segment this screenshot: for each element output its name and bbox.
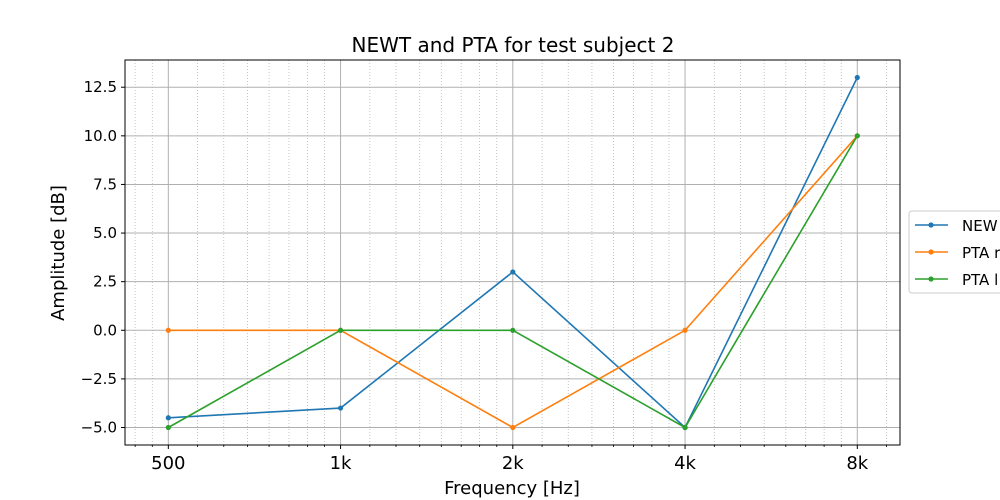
x-tick-label: 4k — [674, 453, 696, 474]
x-tick-label: 1k — [330, 453, 352, 474]
data-point — [510, 269, 516, 275]
legend-item: PTA r — [915, 244, 1000, 262]
legend-item: NEW — [915, 217, 998, 235]
legend-marker — [928, 249, 934, 255]
x-axis-ticks: 500 1k 2k 4k 8k — [134, 445, 887, 474]
y-tick-label: 7.5 — [93, 175, 117, 193]
minor-grid — [134, 60, 887, 445]
data-point — [510, 424, 516, 431]
x-tick-label: 2k — [502, 453, 524, 474]
y-tick-label: 5.0 — [93, 224, 117, 242]
x-tick-label: 8k — [846, 453, 868, 474]
series-2 — [165, 133, 860, 431]
data-point — [337, 327, 344, 333]
legend: NEW PTA r PTA l — [908, 210, 1000, 294]
legend-label: PTA r — [962, 244, 1000, 262]
data-point — [510, 327, 516, 333]
legend-label: PTA l — [962, 271, 998, 289]
data-point — [165, 424, 171, 431]
data-point — [682, 327, 688, 333]
legend-item: PTA l — [915, 271, 998, 289]
series-layer — [165, 74, 860, 431]
data-point — [682, 424, 688, 431]
legend-box — [908, 210, 1000, 294]
data-point — [854, 133, 860, 139]
data-point — [854, 74, 860, 81]
legend-marker — [928, 222, 934, 228]
data-point — [165, 415, 171, 421]
y-tick-label: −5.0 — [81, 419, 117, 437]
y-axis-ticks: −5.0 −2.5 0.0 2.5 5.0 7.5 10.0 12.5 — [81, 78, 125, 437]
legend-label: NEW — [962, 217, 998, 235]
x-tick-label: 500 — [151, 453, 185, 474]
y-axis-label: Amplitude [dB] — [48, 185, 69, 321]
legend-marker — [928, 276, 934, 282]
chart-title: NEWT and PTA for test subject 2 — [352, 33, 675, 57]
y-tick-label: 2.5 — [93, 273, 117, 291]
y-tick-label: 0.0 — [93, 321, 117, 339]
y-tick-label: −2.5 — [81, 370, 117, 388]
x-axis-label: Frequency [Hz] — [444, 478, 580, 499]
y-tick-label: 10.0 — [84, 127, 117, 145]
data-point — [337, 405, 344, 411]
y-tick-label: 12.5 — [84, 78, 117, 96]
data-point — [165, 327, 171, 333]
